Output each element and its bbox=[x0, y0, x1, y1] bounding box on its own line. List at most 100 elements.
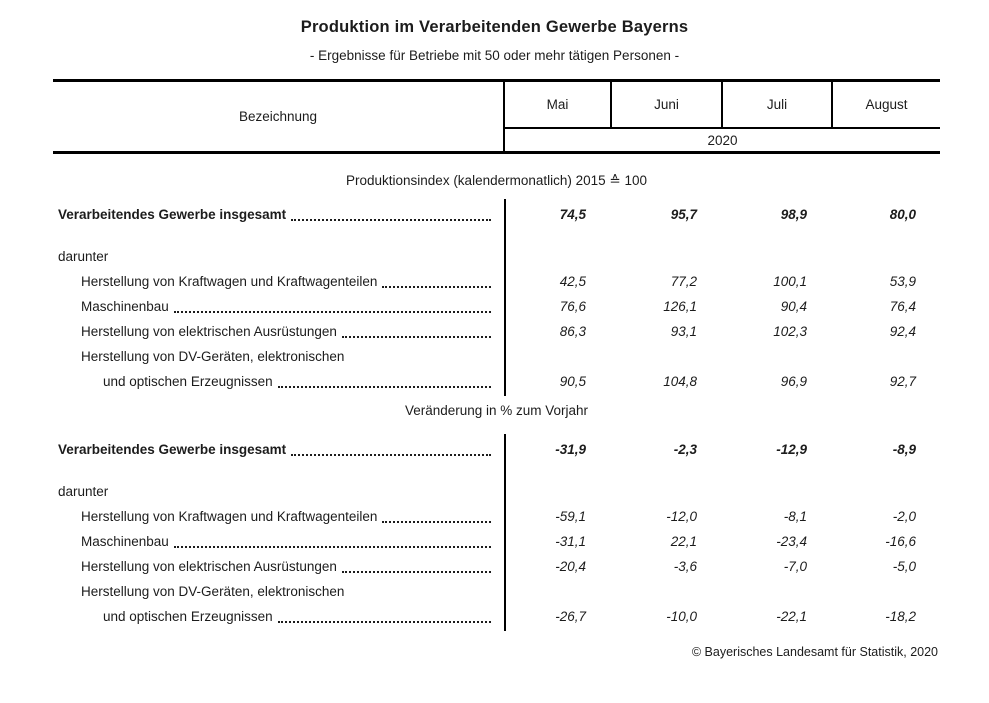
value-cell: -2,3 bbox=[673, 442, 697, 457]
table-row: Herstellung von Kraftwagen und Kraftwage… bbox=[53, 269, 940, 294]
value-cell: -31,1 bbox=[555, 534, 586, 549]
header-months-row: Mai Juni Juli August bbox=[505, 82, 940, 129]
table-row: Herstellung von Kraftwagen und Kraftwage… bbox=[53, 504, 940, 529]
value-cell: -12,9 bbox=[776, 442, 807, 457]
table-row: Maschinenbau 76,6 126,1 90,4 76,4 bbox=[53, 294, 940, 319]
value-cell: -8,9 bbox=[892, 442, 916, 457]
table-row: und optischen Erzeugnissen 90,5 104,8 96,9 9… bbox=[53, 369, 940, 394]
table-row: darunter bbox=[53, 479, 940, 504]
value-cell: 80,0 bbox=[889, 207, 916, 222]
value-cell: -3,6 bbox=[673, 559, 697, 574]
value-cell: -10,0 bbox=[666, 609, 697, 624]
value-cell: 53,9 bbox=[889, 274, 916, 289]
document-page: Produktion im Verarbeitenden Gewerbe Bay… bbox=[0, 16, 989, 703]
section-rows: Verarbeitendes Gewerbe insgesamt 74,5 95,7… bbox=[53, 199, 940, 396]
table-row: Herstellung von DV-Geräten, elektronisch… bbox=[53, 344, 940, 369]
row-label-cell: und optischen Erzeugnissen bbox=[53, 369, 505, 394]
value-cell bbox=[831, 479, 940, 504]
value-cell: 102,3 bbox=[773, 324, 807, 339]
value-cell bbox=[610, 579, 721, 604]
value-cell: 95,7 bbox=[670, 207, 697, 222]
dot-leader bbox=[173, 546, 491, 548]
dot-leader bbox=[277, 386, 491, 388]
row-label-cell: Herstellung von DV-Geräten, elektronisch… bbox=[53, 579, 505, 604]
value-cell: -31,9 bbox=[555, 442, 586, 457]
value-cell: -59,1 bbox=[555, 509, 586, 524]
row-label-cell: Herstellung von elektrischen Ausrüstunge… bbox=[53, 319, 505, 344]
dot-leader bbox=[277, 621, 491, 623]
row-label: Herstellung von Kraftwagen und Kraftwage… bbox=[81, 274, 378, 289]
value-cell: -20,4 bbox=[555, 559, 586, 574]
value-cell: 92,4 bbox=[889, 324, 916, 339]
value-cell bbox=[505, 479, 610, 504]
table-row: Herstellung von DV-Geräten, elektronisch… bbox=[53, 579, 940, 604]
table-row: Verarbeitendes Gewerbe insgesamt 74,5 95,7… bbox=[53, 202, 940, 227]
value-cell: 100,1 bbox=[773, 274, 807, 289]
row-label: Herstellung von Kraftwagen und Kraftwage… bbox=[81, 509, 378, 524]
table-row: und optischen Erzeugnissen -26,7 -10,0 -22,… bbox=[53, 604, 940, 629]
column-divider bbox=[504, 434, 506, 631]
row-label: und optischen Erzeugnissen bbox=[103, 374, 273, 389]
value-cell: 90,5 bbox=[559, 374, 586, 389]
dot-leader bbox=[291, 219, 491, 221]
header-month-mai: Mai bbox=[546, 97, 569, 112]
value-cell bbox=[505, 344, 610, 369]
table-row: Maschinenbau -31,1 22,1 -23,4 -16,6 bbox=[53, 529, 940, 554]
value-cell: 93,1 bbox=[670, 324, 697, 339]
value-cell: 98,9 bbox=[780, 207, 807, 222]
table-row: Verarbeitendes Gewerbe insgesamt -31,9 -2,… bbox=[53, 437, 940, 462]
value-cell bbox=[505, 579, 610, 604]
value-cell: 74,5 bbox=[559, 207, 586, 222]
value-cell: 22,1 bbox=[670, 534, 697, 549]
value-cell bbox=[831, 344, 940, 369]
row-label: und optischen Erzeugnissen bbox=[103, 609, 273, 624]
value-cell bbox=[610, 479, 721, 504]
value-cell: -18,2 bbox=[885, 609, 916, 624]
row-label-cell: Maschinenbau bbox=[53, 294, 505, 319]
value-cell bbox=[610, 344, 721, 369]
row-label-cell: darunter bbox=[53, 244, 505, 269]
value-cell: -26,7 bbox=[555, 609, 586, 624]
value-cell: 104,8 bbox=[663, 374, 697, 389]
value-cell bbox=[831, 579, 940, 604]
dot-leader bbox=[341, 336, 491, 338]
value-cell: 86,3 bbox=[559, 324, 586, 339]
row-label-cell: Herstellung von elektrischen Ausrüstunge… bbox=[53, 554, 505, 579]
header-months-block: Mai Juni Juli August 2020 bbox=[505, 82, 940, 151]
value-cell: 42,5 bbox=[559, 274, 586, 289]
value-cell: 76,4 bbox=[889, 299, 916, 314]
document-subtitle: - Ergebnisse für Betriebe mit 50 oder me… bbox=[309, 48, 680, 63]
header-month-august: August bbox=[831, 82, 940, 127]
value-cell: 96,9 bbox=[780, 374, 807, 389]
value-cell: 90,4 bbox=[780, 299, 807, 314]
dot-leader bbox=[382, 286, 491, 288]
table-body: Produktionsindex (kalendermonatlich) 201… bbox=[53, 172, 940, 631]
row-label-cell: Verarbeitendes Gewerbe insgesamt bbox=[53, 437, 505, 462]
row-label: Maschinenbau bbox=[81, 534, 169, 549]
value-cell: -5,0 bbox=[892, 559, 916, 574]
row-label: Herstellung von DV-Geräten, elektronisch… bbox=[81, 349, 345, 364]
value-cell: 76,6 bbox=[559, 299, 586, 314]
statistics-table: Bezeichnung Mai Juni Juli August 2020 Pr… bbox=[53, 79, 940, 631]
table-header: Bezeichnung Mai Juni Juli August 2020 bbox=[53, 79, 940, 154]
row-label: Herstellung von DV-Geräten, elektronisch… bbox=[81, 584, 345, 599]
section-title: Produktionsindex (kalendermonatlich) 201… bbox=[346, 173, 647, 188]
header-year-cell: 2020 bbox=[707, 132, 738, 148]
section-title: Veränderung in % zum Vorjahr bbox=[404, 403, 589, 418]
value-cell: -12,0 bbox=[666, 509, 697, 524]
value-cell bbox=[831, 244, 940, 269]
section-rows: Verarbeitendes Gewerbe insgesamt -31,9 -2,… bbox=[53, 434, 940, 631]
value-cell: 77,2 bbox=[670, 274, 697, 289]
value-cell: -2,0 bbox=[892, 509, 916, 524]
table-row: Herstellung von elektrischen Ausrüstunge… bbox=[53, 319, 940, 344]
row-label-cell: Herstellung von Kraftwagen und Kraftwage… bbox=[53, 269, 505, 294]
value-cell: 92,7 bbox=[889, 374, 916, 389]
value-cell: -7,0 bbox=[783, 559, 807, 574]
row-label: Maschinenbau bbox=[81, 299, 169, 314]
value-cell: -23,4 bbox=[776, 534, 807, 549]
row-label-cell: Maschinenbau bbox=[53, 529, 505, 554]
copyright-note: © Bayerisches Landesamt für Statistik, 2… bbox=[691, 645, 938, 659]
value-cell: -16,6 bbox=[885, 534, 916, 549]
header-label-cell: Bezeichnung bbox=[53, 82, 505, 151]
dot-leader bbox=[382, 521, 491, 523]
